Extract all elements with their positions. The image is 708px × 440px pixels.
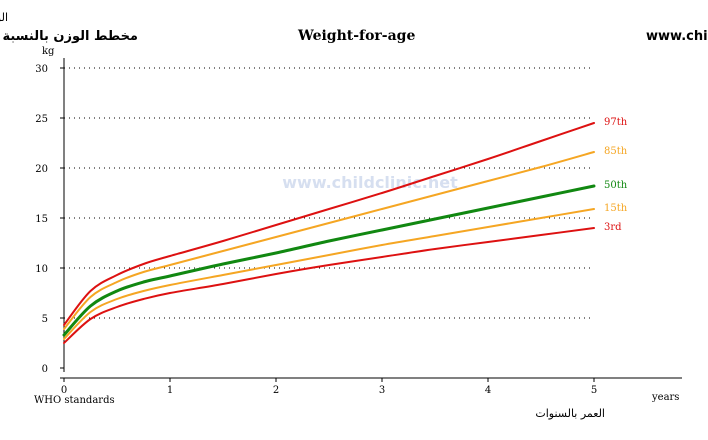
watermark: www.childclinic.net: [282, 173, 458, 192]
series-line-3rd: [63, 227, 595, 344]
series-labels: 97th 85th 50th 15th 3rd: [604, 117, 628, 233]
y-tick-label-25: 25: [35, 114, 48, 125]
series-line-97th: [63, 122, 595, 326]
x-tick-label-1: 1: [167, 385, 173, 396]
y-tick-label-30: 30: [35, 64, 48, 75]
y-axis-label-arabic: الوزن بالكغ: [0, 11, 8, 24]
x-tick-label-5: 5: [591, 385, 597, 396]
axes: [60, 58, 682, 382]
tick-labels: 0 5 10 15 20 25 30 0 1 2 3 4 5: [35, 64, 597, 396]
chart-title-english: Weight-for-age: [297, 28, 415, 44]
chart-title-site: عيادة طب الأطفال - www.childclinic.net: [646, 27, 708, 44]
y-tick-label-0: 0: [42, 364, 48, 375]
x-tick-label-3: 3: [379, 385, 385, 396]
series-lines: [62, 122, 596, 344]
y-tick-label-10: 10: [35, 264, 48, 275]
y-tick-label-15: 15: [35, 214, 48, 225]
chart-title-arabic: مخطط الوزن بالنسبة للعمر: [0, 29, 138, 44]
x-tick-label-2: 2: [273, 385, 279, 396]
series-label-97th: 97th: [604, 117, 628, 128]
x-axis-unit: years: [651, 392, 679, 403]
series-line-15th: [63, 208, 595, 340]
x-tick-label-0: 0: [61, 385, 67, 396]
grid-lines: [64, 67, 594, 319]
series-label-85th: 85th: [604, 146, 628, 157]
y-axis-unit: kg: [42, 46, 55, 57]
series-label-50th: 50th: [604, 180, 628, 191]
series-line-85th: [63, 151, 595, 330]
series-label-3rd: 3rd: [604, 222, 622, 233]
y-tick-label-5: 5: [42, 314, 48, 325]
series-line-50th: [62, 184, 596, 337]
x-tick-label-4: 4: [485, 385, 491, 396]
y-tick-label-20: 20: [35, 164, 48, 175]
x-axis-label-arabic: العمر بالسنوات: [535, 407, 605, 420]
source-note: WHO standards: [34, 395, 115, 406]
series-label-15th: 15th: [604, 203, 628, 214]
